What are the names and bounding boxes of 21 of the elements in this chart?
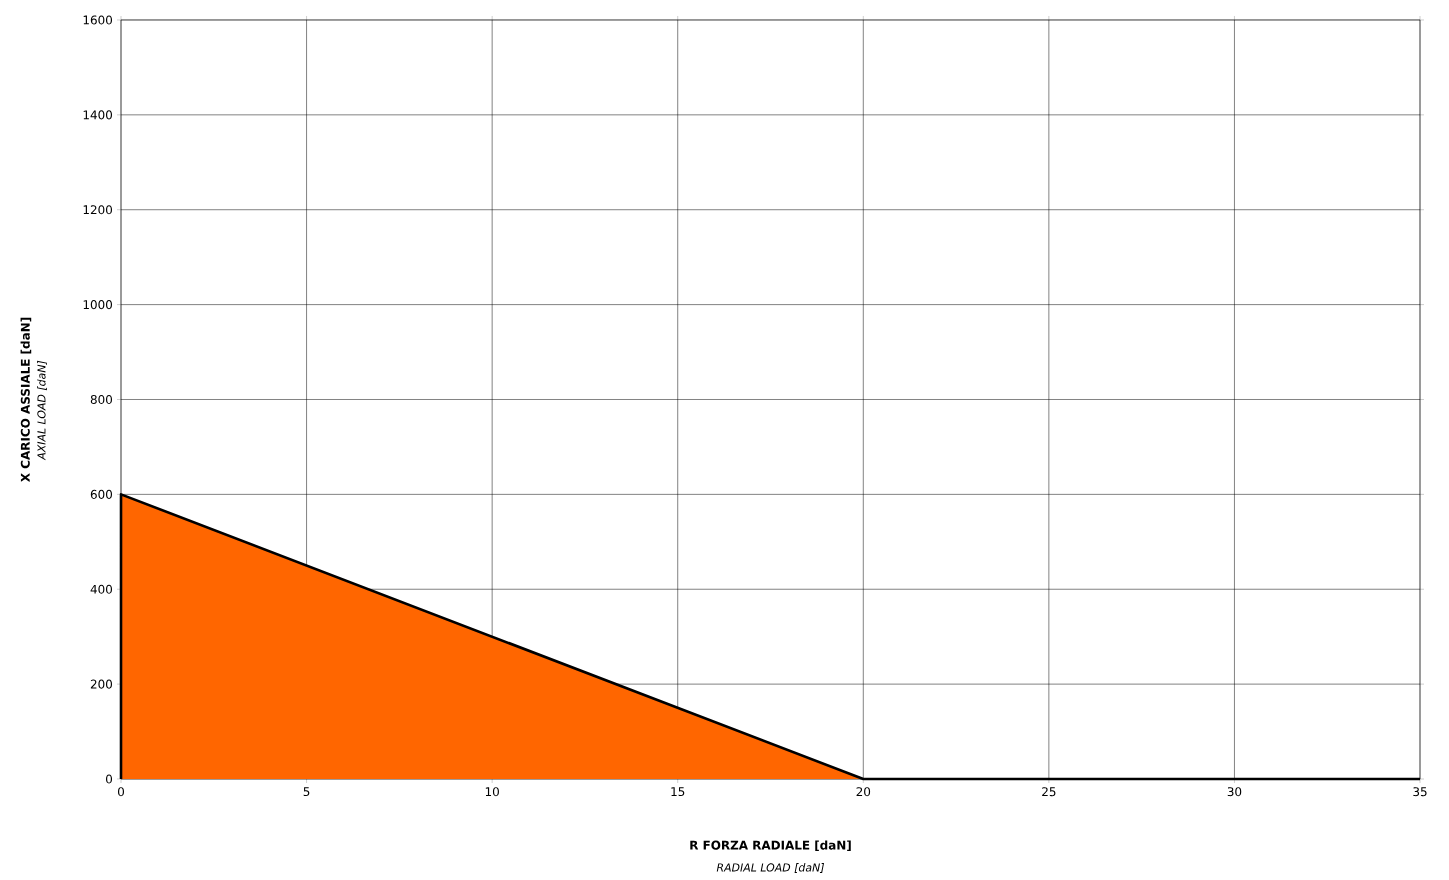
y-tick-label: 800 xyxy=(90,394,113,405)
x-tick-label: 5 xyxy=(303,787,310,797)
x-tick-label: 25 xyxy=(1042,787,1056,797)
y-axis-title: X CARICO ASSIALE [daN] xyxy=(20,317,32,482)
y-tick-label: 1600 xyxy=(83,15,113,25)
text: AXIAL LOAD [daN] xyxy=(37,360,47,461)
y-tick-label: 1200 xyxy=(83,205,113,215)
y-tick-label: 600 xyxy=(90,489,113,499)
y-tick-label: 200 xyxy=(90,679,113,689)
x-tick-label: 20 xyxy=(856,787,871,797)
x-tick-label: 30 xyxy=(1227,787,1242,797)
x-tick-label: 15 xyxy=(671,787,685,797)
y-tick-label: 400 xyxy=(90,584,113,594)
x-tick-label: 0 xyxy=(117,787,125,797)
y-tick-label: 1000 xyxy=(83,300,113,310)
text: RADIAL LOAD [daN] xyxy=(716,863,825,873)
x-tick-label: 10 xyxy=(485,787,499,797)
x-tick-label: 35 xyxy=(1413,787,1427,797)
x-axis-title: R FORZA RADIALE [daN] xyxy=(690,840,851,852)
y-tick-label: 0 xyxy=(105,774,113,784)
y-tick-label: 1400 xyxy=(83,110,113,120)
